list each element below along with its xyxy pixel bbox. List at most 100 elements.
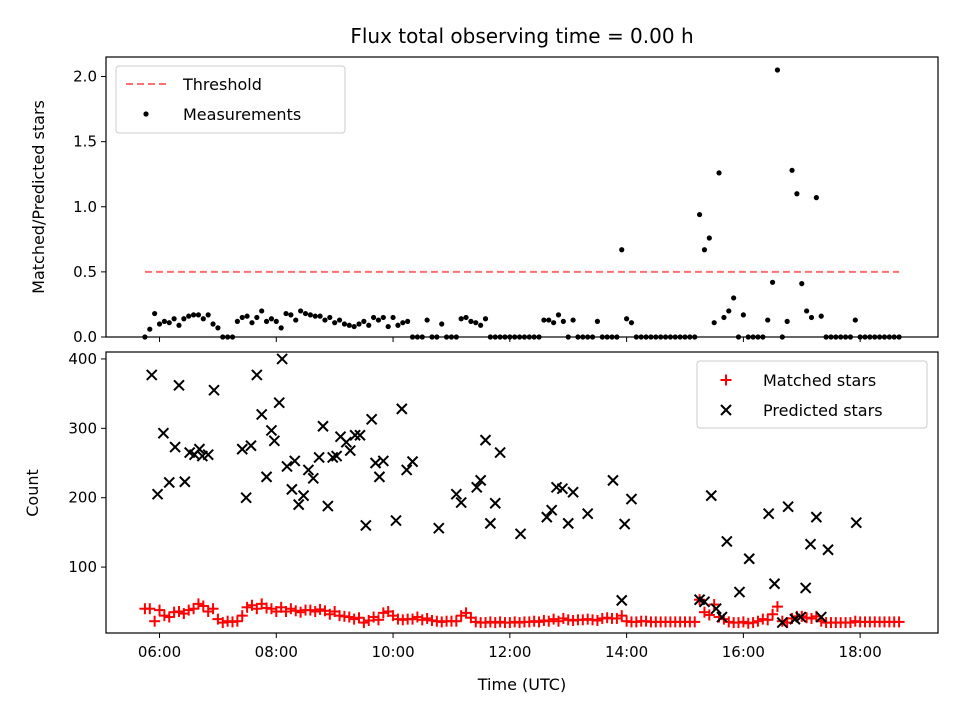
- predicted-star-point-64: [567, 486, 579, 498]
- legend-measurements-swatch: [143, 111, 149, 117]
- measurement-point-23: [254, 314, 260, 321]
- measurement-point-45: [361, 318, 367, 324]
- top-panel: Flux total observing time = 0.00 h 0.00.…: [29, 24, 939, 346]
- predicted-star-point-72: [705, 489, 717, 502]
- bottom-x-tick-label: 10:00: [371, 643, 414, 661]
- predicted-star-point-52: [471, 481, 483, 494]
- predicted-star-point-79: [768, 578, 781, 590]
- predicted-star-point-1: [151, 488, 164, 500]
- top-plot-area: [142, 67, 902, 340]
- predicted-star-point-51: [455, 496, 467, 509]
- predicted-star-point-55: [484, 517, 497, 530]
- matched-star-point-137: [806, 612, 817, 624]
- predicted-star-point-48: [406, 455, 419, 468]
- predicted-star-point-53: [474, 474, 487, 487]
- predicted-star-point-65: [581, 507, 594, 520]
- matched-star-point-43: [348, 613, 360, 625]
- measurement-point-128: [765, 317, 771, 323]
- predicted-star-point-14: [240, 491, 252, 504]
- predicted-star-point-11: [202, 448, 214, 461]
- measurement-point-43: [351, 323, 357, 330]
- bottom-legend-box: [696, 360, 928, 429]
- matched-star-point-129: [767, 608, 779, 620]
- measurement-point-53: [400, 320, 406, 326]
- matched-star-point-55: [407, 613, 419, 625]
- predicted-star-point-68: [618, 518, 631, 530]
- predicted-star-point-76: [733, 586, 746, 598]
- bottom-x-tick-label: 16:00: [722, 643, 765, 661]
- measurement-point-136: [804, 308, 810, 314]
- matched-star-point-44: [353, 612, 365, 624]
- predicted-star-point-19: [265, 424, 278, 437]
- measurement-point-14: [210, 321, 216, 327]
- bottom-x-tick-label: 06:00: [138, 643, 181, 661]
- measurement-point-132: [784, 318, 790, 324]
- matched-star-point-125: [747, 617, 759, 629]
- bottom-y-tick-label: 300: [68, 419, 97, 437]
- measurement-point-25: [263, 318, 270, 324]
- predicted-star-point-89: [850, 516, 862, 529]
- matched-star-point-34: [304, 604, 316, 616]
- predicted-star-point-26: [292, 498, 305, 511]
- matched-star-point-14: [207, 603, 219, 615]
- measurement-point-138: [813, 195, 819, 201]
- predicted-star-point-58: [514, 528, 527, 540]
- bottom-y-axis-label: Count: [23, 469, 42, 517]
- measurement-point-133: [789, 167, 795, 173]
- top-y-tick-label: 0.5: [73, 263, 97, 281]
- predicted-star-point-69: [625, 493, 638, 505]
- predicted-star-point-34: [330, 450, 343, 462]
- measurement-point-61: [439, 321, 445, 327]
- matched-star-point-98: [616, 610, 628, 622]
- measurement-point-28: [278, 325, 284, 331]
- measurement-point-2: [152, 310, 158, 317]
- matched-star-point-45: [358, 617, 370, 629]
- predicted-star-point-73: [710, 603, 722, 615]
- predicted-star-point-44: [377, 455, 390, 467]
- measurement-point-93: [594, 318, 601, 324]
- top-legend-box: [115, 65, 346, 134]
- predicted-star-point-12: [208, 384, 220, 396]
- predicted-star-point-74: [716, 611, 728, 623]
- predicted-star-point-87: [815, 611, 827, 623]
- matched-star-point-93: [591, 615, 603, 627]
- predicted-star-point-75: [721, 535, 733, 548]
- measurement-point-8: [181, 316, 187, 322]
- measurement-point-52: [395, 322, 401, 328]
- matched-star-point-21: [241, 601, 253, 613]
- matched-star-point-12: [197, 600, 209, 612]
- measurement-point-100: [628, 320, 635, 326]
- predicted-star-point-54: [479, 434, 492, 446]
- matched-star-point-16: [217, 617, 229, 629]
- measurement-point-4: [161, 318, 167, 324]
- measurement-point-30: [288, 312, 294, 318]
- measurement-point-130: [774, 67, 781, 73]
- predicted-star-point-41: [365, 413, 378, 426]
- measurement-point-39: [332, 320, 338, 326]
- predicted-star-point-50: [450, 488, 463, 500]
- top-y-tick-label: 0.0: [73, 328, 97, 346]
- measurement-point-40: [336, 317, 343, 323]
- matched-star-point-5: [163, 611, 175, 623]
- predicted-star-point-9: [193, 443, 206, 455]
- matched-star-point-7: [173, 605, 185, 617]
- measurement-point-27: [273, 318, 279, 324]
- predicted-star-point-22: [276, 353, 288, 365]
- predicted-star-point-27: [297, 489, 310, 502]
- measurement-point-29: [283, 310, 289, 317]
- measurement-point-21: [244, 313, 250, 319]
- predicted-star-point-38: [349, 429, 361, 441]
- matched-star-point-9: [183, 604, 195, 616]
- predicted-star-point-37: [344, 444, 356, 457]
- matched-star-point-23: [251, 603, 263, 615]
- matched-star-point-1: [144, 603, 156, 615]
- measurement-point-54: [405, 318, 411, 324]
- matched-star-point-3: [154, 604, 166, 616]
- matched-star-point-126: [752, 615, 764, 627]
- top-legend: Threshold Measurements: [115, 65, 346, 134]
- predicted-star-point-30: [313, 451, 325, 464]
- predicted-star-point-39: [354, 429, 366, 441]
- legend-threshold-label: Threshold: [182, 75, 262, 94]
- measurement-point-50: [385, 323, 391, 330]
- measurement-point-36: [317, 313, 323, 319]
